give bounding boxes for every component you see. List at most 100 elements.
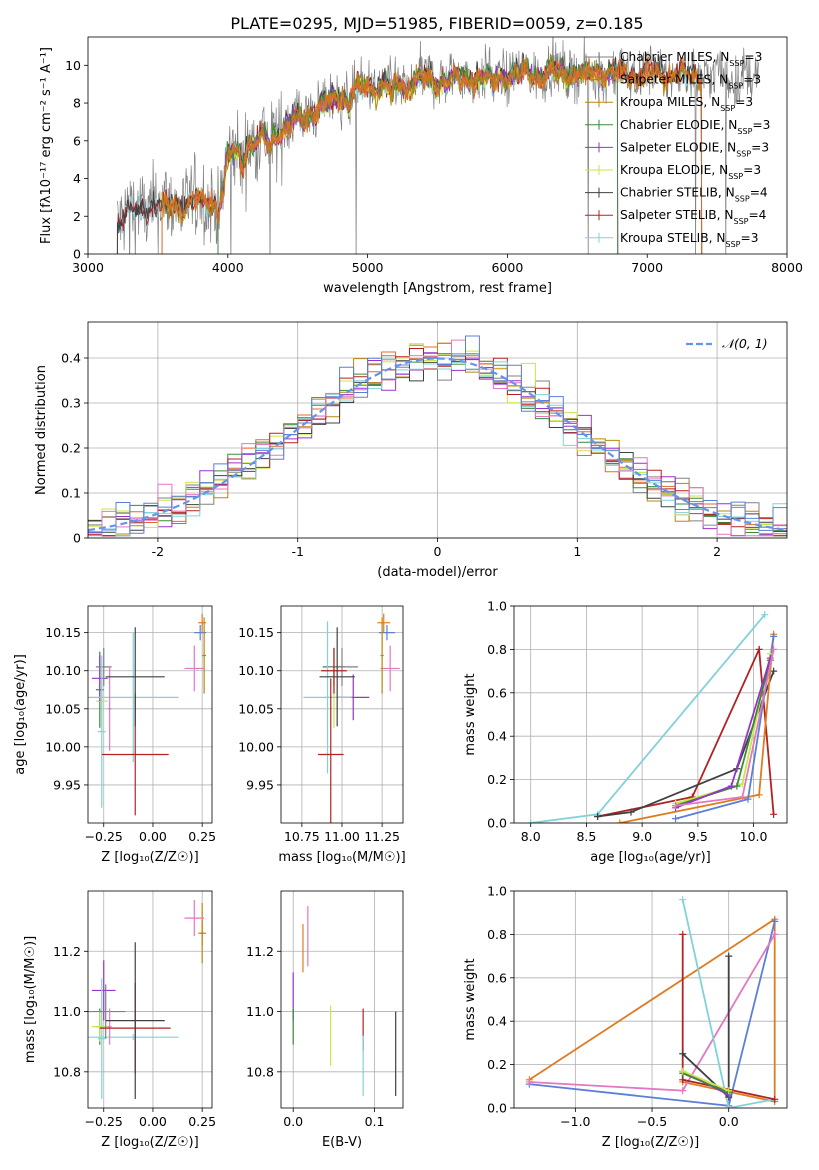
y-axis-label: mass weight	[463, 958, 478, 1040]
y-tick-label: 10.00	[45, 739, 81, 754]
weight-marker	[771, 917, 779, 925]
y-tick-label: 10.10	[45, 663, 81, 678]
weight-marker	[725, 1087, 733, 1095]
axes-frame	[87, 890, 213, 1109]
x-tick-label: 8.0	[521, 829, 541, 844]
legend-label: Kroupa MILES, NSSP=3	[620, 95, 753, 113]
Z-weight-panel: −1.0 −0.5 0.0 0.0 0.2 0.4 0.6 0.8 1.0 Z [log₁₀(Z/…	[463, 884, 788, 1150]
y-tick-label: 4	[73, 171, 81, 186]
weight-marker	[755, 791, 763, 799]
histogram-plot-area	[88, 335, 787, 537]
mass-age-plot-area	[303, 613, 400, 823]
y-tick-label: 10.15	[45, 625, 81, 640]
ebv-mass-panel: 0.0 0.1 10.8 11.0 11.2 E(B-V)	[246, 890, 404, 1150]
legend-label: Kroupa STELIB, NSSP=3	[620, 231, 758, 249]
x-axis-label: mass [log₁₀(M/M☉)]	[278, 850, 405, 865]
weight-marker	[679, 1087, 687, 1095]
y-tick-label: 11.0	[246, 1004, 274, 1019]
x-tick-label: −0.5	[637, 1114, 667, 1129]
x-axis-label: (data-model)/error	[377, 565, 498, 580]
weight-marker	[679, 896, 687, 904]
y-tick-label: 0.4	[487, 1014, 507, 1029]
weight-marker	[594, 812, 602, 820]
y-tick-label: 8	[73, 96, 81, 111]
x-tick-label: 0.0	[719, 1114, 739, 1129]
weight-line	[681, 899, 775, 1108]
axes-frame	[87, 605, 213, 824]
age-weight-panel: 8.0 8.5 9.0 9.5 10.0 0.0 0.2 0.4 0.6 0.8 1.0 age [l…	[463, 599, 788, 865]
x-axis-label: E(B-V)	[322, 1135, 362, 1150]
x-axis-label: Z [log₁₀(Z/Z☉)]	[602, 1135, 699, 1150]
y-tick-label: 10.15	[238, 625, 274, 640]
weight-marker	[727, 782, 735, 790]
y-tick-label: 10.05	[238, 701, 274, 716]
y-tick-label: 11.2	[246, 944, 274, 959]
y-tick-label: 0.0	[487, 816, 507, 831]
y-tick-label: 0.3	[61, 396, 81, 411]
y-tick-label: 0.2	[487, 772, 507, 787]
x-tick-label: −1.0	[560, 1114, 590, 1129]
y-tick-label: 0.6	[487, 685, 507, 700]
y-axis-label: age [log₁₀(age/yr)]	[13, 654, 28, 775]
y-tick-label: 1.0	[487, 884, 507, 899]
legend-label: Salpeter ELODIE, NSSP=3	[620, 140, 769, 158]
y-axis-label: Normed distribution	[34, 365, 49, 495]
x-tick-label: 3000	[72, 260, 104, 275]
spectrum-model-line	[217, 54, 619, 254]
x-tick-label: 7000	[631, 260, 663, 275]
legend-label: Salpeter MILES, NSSP=3	[620, 73, 761, 91]
weight-marker	[672, 802, 680, 810]
x-tick-label: 9.5	[688, 829, 708, 844]
y-tick-label: 0.0	[487, 1101, 507, 1116]
x-tick-label: 5000	[352, 260, 384, 275]
y-tick-label: 0.2	[61, 441, 81, 456]
x-axis-label: age [log₁₀(age/yr)]	[590, 850, 711, 865]
axes-frame	[280, 605, 404, 824]
weight-marker	[770, 645, 778, 653]
legend-label: Salpeter STELIB, NSSP=4	[620, 208, 767, 226]
Z-age-plot-area	[88, 613, 207, 816]
x-tick-label: 0.1	[365, 1114, 385, 1129]
legend-label: Chabrier MILES, NSSP=3	[620, 50, 762, 68]
weight-marker	[744, 795, 752, 803]
x-axis-label: Z [log₁₀(Z/Z☉)]	[101, 850, 198, 865]
y-tick-label: 10.00	[238, 739, 274, 754]
axes-frame	[513, 605, 788, 824]
x-axis-label: Z [log₁₀(Z/Z☉)]	[101, 1135, 198, 1150]
y-axis-label: mass [log₁₀(M/M☉)]	[23, 936, 38, 1063]
residuals-panel: -2 -1 0 1 2 0 0.1 0.2 0.3 0.4 (data-model)/error No…	[34, 321, 788, 580]
y-tick-label: 0.8	[487, 642, 507, 657]
weight-marker	[725, 952, 733, 960]
y-tick-label: 11.0	[53, 1004, 81, 1019]
weight-marker	[679, 1050, 687, 1058]
x-tick-label: -2	[152, 544, 164, 559]
y-tick-label: 0.6	[487, 970, 507, 985]
y-tick-label: 0.2	[487, 1057, 507, 1072]
weight-line	[619, 634, 775, 823]
x-tick-label: −0.25	[85, 829, 123, 844]
y-tick-label: 0.1	[61, 486, 81, 501]
x-tick-label: 0.25	[188, 1114, 216, 1129]
plot-layer: 3000 4000 5000 6000 7000 80000246810wavelengt…	[13, 36, 803, 1150]
weight-marker	[525, 1078, 533, 1086]
weight-marker	[527, 819, 535, 823]
x-tick-label: 0.00	[139, 1114, 167, 1129]
weight-marker	[755, 645, 763, 653]
weight-line	[682, 1070, 730, 1092]
x-tick-label: 11.25	[364, 829, 400, 844]
figure-title: PLATE=0295, MJD=51985, FIBERID=0059, z=0…	[230, 14, 643, 33]
x-tick-label: 0.25	[188, 829, 216, 844]
age-weight-plot-area	[527, 611, 778, 823]
x-tick-label: 10.0	[740, 829, 768, 844]
x-tick-label: 0	[434, 544, 442, 559]
weight-marker	[679, 930, 687, 938]
mass-age-panel: 10.75 11.00 11.25 9.95 10.00 10.05 10.10 10.15 m…	[238, 605, 406, 865]
y-axis-label: Flux [fλ10⁻¹⁷ erg cm⁻² s⁻¹ A⁻¹]	[39, 47, 54, 244]
legend-label: Chabrier STELIB, NSSP=4	[620, 186, 768, 204]
weight-marker	[672, 815, 680, 823]
y-tick-label: 6	[73, 133, 81, 148]
y-tick-label: 1.0	[487, 599, 507, 614]
Z-weight-plot-area	[525, 896, 779, 1108]
spectrum-legend: Chabrier MILES, NSSP=3 Salpeter MILES, NS…	[585, 50, 770, 248]
y-tick-label: 0.4	[61, 351, 81, 366]
